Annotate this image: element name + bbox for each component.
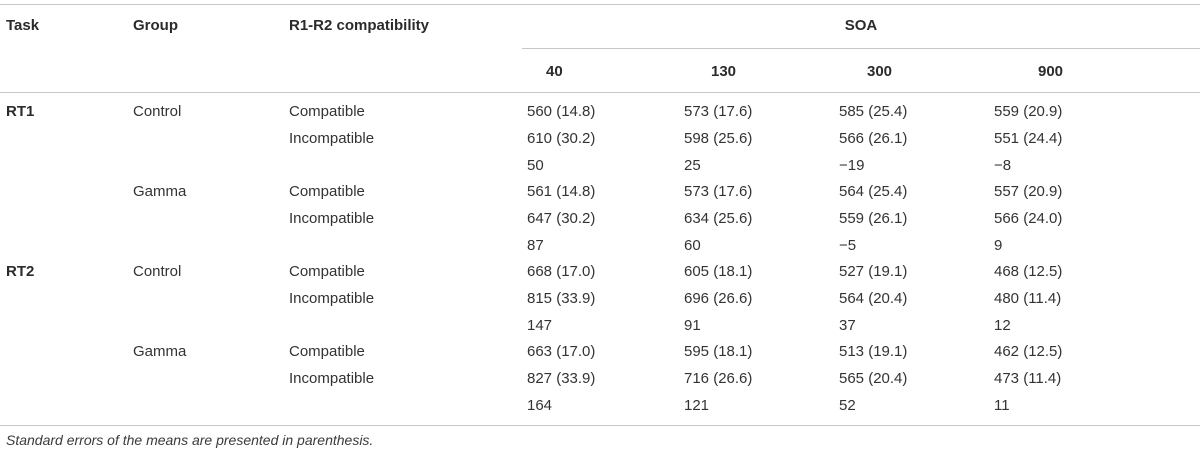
table-bottom-rule <box>0 425 1200 426</box>
value-cell: 561 (14.8) <box>527 183 596 200</box>
header-task: Task <box>6 17 40 34</box>
value-cell: 473 (11.4) <box>994 370 1062 387</box>
value-cell: 560 (14.8) <box>527 103 596 120</box>
value-cell: 815 (33.9) <box>527 290 596 307</box>
value-cell: 598 (25.6) <box>684 130 753 147</box>
value-cell: 647 (30.2) <box>527 210 596 227</box>
value-cell: 52 <box>839 397 856 414</box>
value-cell: 565 (20.4) <box>839 370 908 387</box>
value-cell: 462 (12.5) <box>994 343 1063 360</box>
header-soa-130: 130 <box>711 63 737 80</box>
header-soa: SOA <box>844 17 878 34</box>
value-cell: 566 (24.0) <box>994 210 1063 227</box>
header-compatibility: R1-R2 compatibility <box>289 17 430 34</box>
compatibility-cell: Compatible <box>289 263 365 280</box>
group-cell: Control <box>133 263 182 280</box>
value-cell: 25 <box>684 157 701 174</box>
task-cell: RT1 <box>6 103 35 120</box>
compatibility-cell: Compatible <box>289 183 365 200</box>
value-cell: 480 (11.4) <box>994 290 1062 307</box>
value-cell: 668 (17.0) <box>527 263 596 280</box>
value-cell: 573 (17.6) <box>684 103 753 120</box>
header-soa-900: 900 <box>1038 63 1064 80</box>
value-cell: 564 (25.4) <box>839 183 908 200</box>
value-cell: 663 (17.0) <box>527 343 596 360</box>
value-cell: 91 <box>684 317 701 334</box>
compatibility-cell: Compatible <box>289 103 365 120</box>
value-cell: 696 (26.6) <box>684 290 753 307</box>
value-cell: 573 (17.6) <box>684 183 753 200</box>
compatibility-cell: Incompatible <box>289 210 375 227</box>
table-footnote: Standard errors of the means are present… <box>6 432 374 448</box>
compatibility-cell: Compatible <box>289 343 365 360</box>
value-cell: 37 <box>839 317 856 334</box>
value-cell: 527 (19.1) <box>839 263 908 280</box>
group-cell: Gamma <box>133 183 187 200</box>
task-cell: RT2 <box>6 263 35 280</box>
header-group: Group <box>133 17 178 34</box>
compatibility-cell: Incompatible <box>289 130 375 147</box>
header-bottom-rule <box>0 92 1200 93</box>
value-cell: 60 <box>684 237 701 254</box>
soa-underline-rule <box>522 48 1200 49</box>
value-cell: 557 (20.9) <box>994 183 1063 200</box>
value-cell: 585 (25.4) <box>839 103 908 120</box>
value-cell: 121 <box>684 397 710 414</box>
value-cell: 147 <box>527 317 553 334</box>
value-cell: 610 (30.2) <box>527 130 596 147</box>
compatibility-cell: Incompatible <box>289 290 375 307</box>
value-cell: −5 <box>839 237 857 254</box>
value-cell: 559 (20.9) <box>994 103 1063 120</box>
top-rule <box>0 4 1200 5</box>
value-cell: 87 <box>527 237 544 254</box>
header-soa-300: 300 <box>867 63 893 80</box>
value-cell: 551 (24.4) <box>994 130 1063 147</box>
value-cell: 50 <box>527 157 544 174</box>
value-cell: 12 <box>994 317 1011 334</box>
value-cell: 513 (19.1) <box>839 343 908 360</box>
value-cell: 716 (26.6) <box>684 370 753 387</box>
value-cell: 634 (25.6) <box>684 210 753 227</box>
value-cell: 9 <box>994 237 1003 254</box>
value-cell: 164 <box>527 397 553 414</box>
value-cell: 559 (26.1) <box>839 210 908 227</box>
value-cell: 564 (20.4) <box>839 290 908 307</box>
value-cell: 468 (12.5) <box>994 263 1063 280</box>
value-cell: 605 (18.1) <box>684 263 753 280</box>
group-cell: Gamma <box>133 343 187 360</box>
group-cell: Control <box>133 103 182 120</box>
value-cell: −19 <box>839 157 865 174</box>
header-soa-40: 40 <box>546 63 563 80</box>
value-cell: 11 <box>994 397 1010 414</box>
compatibility-cell: Incompatible <box>289 370 375 387</box>
value-cell: 827 (33.9) <box>527 370 596 387</box>
value-cell: 566 (26.1) <box>839 130 908 147</box>
value-cell: 595 (18.1) <box>684 343 753 360</box>
value-cell: −8 <box>994 157 1012 174</box>
